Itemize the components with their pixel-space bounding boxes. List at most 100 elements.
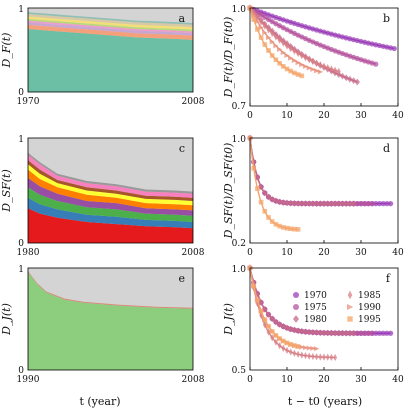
data-point — [314, 68, 320, 74]
data-point — [269, 53, 275, 58]
data-point — [288, 199, 294, 207]
y-axis-label-e: D_J(t) — [0, 303, 13, 336]
data-point — [314, 59, 319, 67]
data-point — [269, 329, 275, 334]
y-tick-label: 1 — [18, 265, 24, 275]
data-point — [351, 200, 357, 208]
data-point — [259, 18, 264, 26]
data-point — [299, 351, 304, 359]
data-point — [380, 330, 386, 336]
y-tick-label: 0 — [18, 366, 24, 376]
panel-letter-e: e — [178, 272, 185, 285]
data-point — [251, 158, 257, 166]
y-axis-label-d: D_SF(t)/D_SF(t0) — [222, 143, 235, 240]
data-point — [273, 333, 279, 338]
legend-marker — [293, 315, 299, 323]
data-point — [251, 279, 257, 286]
data-point — [258, 308, 264, 314]
data-point — [307, 55, 312, 64]
data-point — [302, 63, 309, 69]
data-point — [306, 345, 313, 351]
data-point — [280, 64, 286, 69]
data-point — [277, 336, 282, 341]
data-point — [277, 341, 282, 350]
data-point — [343, 200, 349, 208]
y-tick-label: 1.0 — [232, 265, 247, 275]
data-point — [292, 343, 297, 348]
data-point — [284, 340, 290, 346]
data-point — [262, 208, 268, 214]
area-band-c-6 — [28, 160, 193, 201]
data-point — [288, 348, 293, 356]
plot-frame-c — [27, 137, 194, 244]
data-point — [295, 344, 301, 349]
x-tick-label: 0 — [247, 111, 253, 121]
data-point — [325, 329, 331, 337]
y-tick-label: 0.5 — [232, 366, 247, 376]
x-tick-label: 20 — [318, 375, 330, 385]
area-band-c-5 — [28, 164, 193, 206]
data-point — [336, 67, 341, 76]
panel-e: 1990 2008 0 1 D_J(t) e — [0, 265, 205, 385]
data-point — [288, 342, 294, 347]
data-point — [288, 68, 294, 74]
area-band-a-0 — [28, 29, 193, 92]
legend-marker — [347, 316, 353, 322]
data-point — [306, 200, 312, 207]
y-axis-label-b: D_F(t)/D_F(t0) — [222, 17, 235, 99]
plot-background-d — [250, 138, 398, 243]
x-tick-label: 1980 — [17, 248, 40, 258]
data-point — [328, 329, 334, 337]
legend-marker — [347, 290, 353, 300]
data-point — [351, 329, 357, 337]
data-point — [343, 74, 349, 82]
data-point — [281, 39, 286, 47]
data-point — [251, 165, 257, 171]
data-point — [281, 344, 286, 352]
y-tick-label: 0.2 — [232, 239, 246, 249]
data-point — [269, 315, 275, 323]
y-tick-label: 1.0 — [232, 135, 247, 145]
data-point — [388, 330, 394, 336]
data-point — [358, 330, 364, 336]
data-point — [299, 51, 304, 60]
area-band-a-4 — [28, 18, 193, 32]
data-point — [277, 60, 282, 66]
data-point — [362, 201, 368, 207]
data-point — [291, 326, 297, 334]
panel-letter-c: c — [179, 142, 185, 155]
area-band-e-1 — [28, 271, 193, 309]
x-tick-label: 0 — [247, 248, 253, 258]
data-point — [314, 353, 319, 361]
legend-label: 1975 — [304, 303, 327, 313]
area-band-c-7 — [28, 154, 193, 198]
y-tick-label: 0 — [18, 239, 24, 249]
data-point — [288, 226, 294, 232]
x-axis-label-right: t − t0 (years) — [288, 395, 362, 408]
data-point — [314, 329, 320, 336]
data-point — [384, 330, 390, 336]
data-point — [285, 42, 289, 50]
data-point — [273, 338, 278, 346]
data-point — [277, 46, 283, 52]
data-point — [302, 345, 309, 351]
data-point — [303, 54, 308, 62]
panel-b: 0 10 20 30 40 0.7 1.0 D_F(t)/D_F(t0) b — [222, 4, 404, 121]
legend-label: 1985 — [358, 291, 381, 301]
data-point — [277, 223, 282, 229]
area-band-a-6 — [28, 13, 193, 28]
x-tick-label: 30 — [355, 111, 367, 121]
panel-letter-d: d — [383, 142, 390, 155]
data-point — [288, 325, 294, 333]
x-tick-label: 0 — [247, 375, 253, 385]
data-point — [251, 17, 257, 22]
data-point — [258, 199, 264, 205]
data-point — [284, 199, 290, 207]
data-point — [358, 201, 364, 207]
data-point — [318, 353, 323, 361]
area-band-e-0 — [28, 272, 193, 370]
data-point — [384, 201, 390, 207]
data-point — [262, 317, 268, 322]
x-tick-label: 40 — [392, 375, 404, 385]
data-point — [339, 200, 346, 208]
